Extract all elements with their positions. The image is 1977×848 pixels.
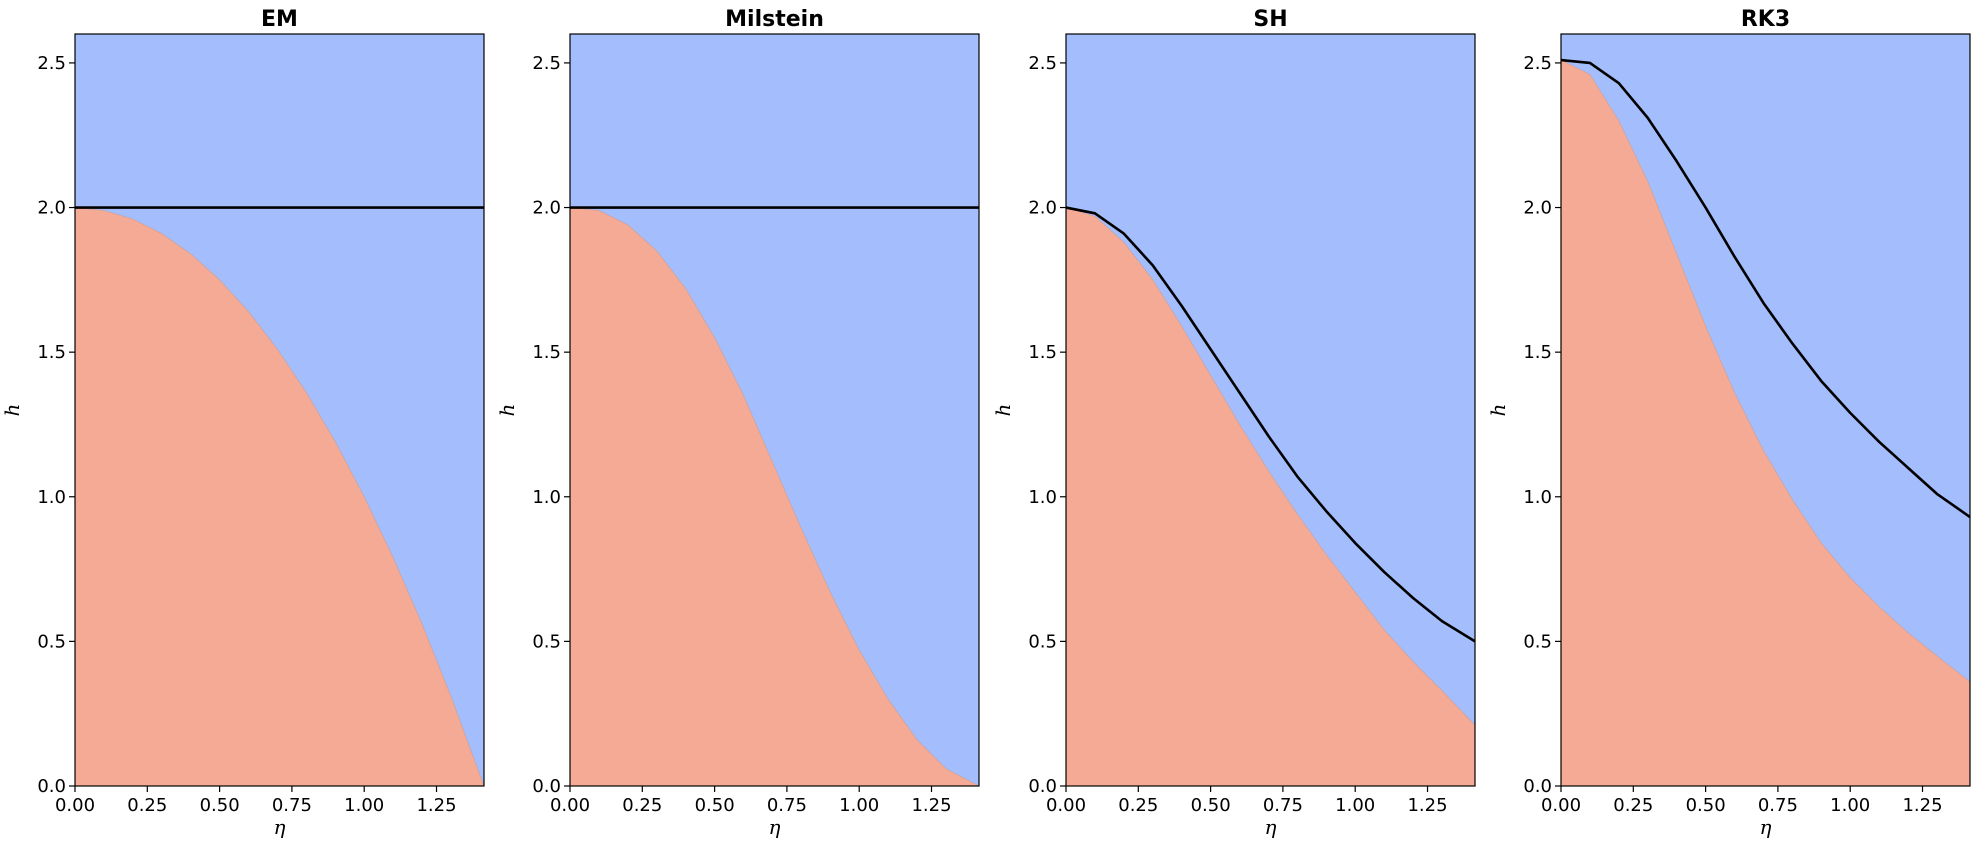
panel-sh: 0.00 0.25 0.50 0.75 1.00 1.25 0.0 0.5 1.0 1.5 2.0 2… — [991, 7, 1476, 839]
y-tick-label: 2.5 — [1523, 53, 1552, 74]
y-axis-label: h — [991, 404, 1015, 417]
y-tick-label: 0.5 — [1028, 631, 1057, 652]
x-tick-label: 1.25 — [1902, 795, 1942, 816]
y-tick-label: 2.0 — [37, 198, 66, 219]
panel-em: 0.00 0.25 0.50 0.75 1.00 1.25 0.0 0.5 1.0 1.5 2.0 2… — [0, 7, 485, 839]
y-axis-label: h — [1486, 404, 1510, 417]
x-tick-label: 1.00 — [1830, 795, 1870, 816]
panel-rk3: 0.00 0.25 0.50 0.75 1.00 1.25 0.0 0.5 1.0 1.5 2.0 2… — [1486, 7, 1971, 839]
y-tick-label: 2.0 — [1028, 198, 1057, 219]
panel-milstein: 0.00 0.25 0.50 0.75 1.00 1.25 0.0 0.5 1.0 1.5 2.0 2… — [495, 7, 980, 839]
y-tick-label: 2.5 — [1028, 53, 1057, 74]
panel-title: Milstein — [725, 7, 824, 32]
y-tick-label: 2.5 — [532, 53, 561, 74]
y-tick-label: 1.0 — [1523, 487, 1552, 508]
panel-title: EM — [261, 7, 298, 32]
stability-curve — [1065, 206, 1476, 643]
y-tick-label: 0.5 — [37, 631, 66, 652]
x-tick-label: 0.25 — [127, 795, 167, 816]
x-tick-label: 0.00 — [1541, 795, 1581, 816]
x-axis-label: η — [274, 815, 286, 839]
y-axis-label: h — [495, 404, 519, 417]
region-below — [1065, 207, 1476, 787]
x-tick-label: 0.00 — [55, 795, 95, 816]
y-tick-label: 0.5 — [532, 631, 561, 652]
y-axis-label: h — [0, 404, 24, 417]
x-tick-label: 0.50 — [1686, 795, 1726, 816]
y-tick-label: 1.5 — [1028, 342, 1057, 363]
region-below — [1560, 59, 1971, 787]
x-axis-label: η — [1760, 815, 1772, 839]
x-tick-label: 1.25 — [911, 795, 951, 816]
x-tick-label: 1.00 — [344, 795, 384, 816]
x-tick-label: 0.75 — [767, 795, 807, 816]
region-below — [74, 207, 485, 787]
x-tick-label: 1.25 — [416, 795, 456, 816]
y-tick-label: 0.5 — [1523, 631, 1552, 652]
stability-curve — [1560, 58, 1971, 519]
y-tick-label: 0.0 — [1028, 776, 1057, 797]
x-tick-label: 0.25 — [1118, 795, 1158, 816]
x-tick-label: 0.50 — [695, 795, 735, 816]
x-tick-label: 0.75 — [1758, 795, 1798, 816]
panel-title: SH — [1253, 7, 1287, 32]
panel-title: RK3 — [1741, 7, 1790, 32]
y-tick-label: 1.0 — [532, 487, 561, 508]
x-tick-label: 0.50 — [1191, 795, 1231, 816]
x-tick-label: 1.25 — [1407, 795, 1447, 816]
y-tick-label: 1.5 — [37, 342, 66, 363]
y-tick-label: 1.5 — [532, 342, 561, 363]
x-tick-label: 0.00 — [550, 795, 590, 816]
axes-frame — [569, 33, 980, 787]
x-tick-label: 0.75 — [272, 795, 312, 816]
axes-frame — [74, 33, 485, 787]
x-axis-label: η — [1265, 815, 1277, 839]
y-tick-label: 2.0 — [532, 198, 561, 219]
axes-frame — [1065, 33, 1476, 787]
x-tick-label: 0.50 — [200, 795, 240, 816]
x-axis-label: η — [769, 815, 781, 839]
x-tick-label: 0.25 — [622, 795, 662, 816]
x-tick-label: 0.25 — [1613, 795, 1653, 816]
y-tick-label: 2.5 — [37, 53, 66, 74]
region-below — [569, 207, 980, 787]
y-tick-label: 1.5 — [1523, 342, 1552, 363]
y-tick-label: 1.0 — [37, 487, 66, 508]
x-tick-label: 1.00 — [839, 795, 879, 816]
y-tick-label: 2.0 — [1523, 198, 1552, 219]
axes-frame — [1560, 33, 1971, 787]
x-tick-label: 0.75 — [1263, 795, 1303, 816]
y-tick-label: 0.0 — [1523, 776, 1552, 797]
x-tick-label: 1.00 — [1335, 795, 1375, 816]
y-tick-label: 0.0 — [532, 776, 561, 797]
y-tick-label: 0.0 — [37, 776, 66, 797]
x-tick-label: 0.00 — [1046, 795, 1086, 816]
y-tick-label: 1.0 — [1028, 487, 1057, 508]
